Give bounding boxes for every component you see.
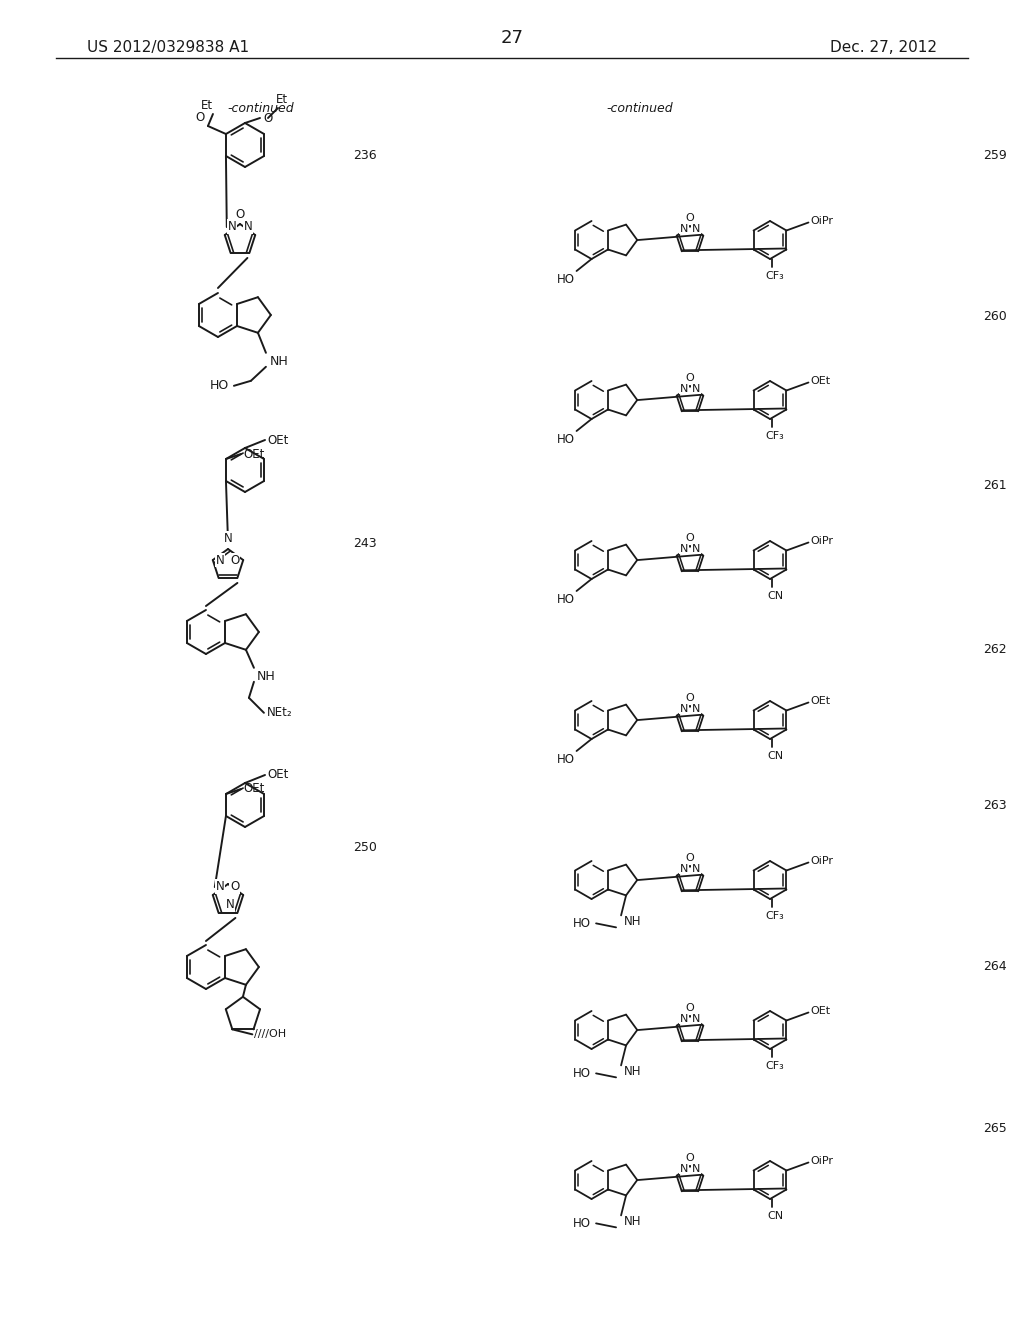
Text: O: O [686,374,694,383]
Text: NH: NH [624,915,642,928]
Text: CF₃: CF₃ [766,432,784,441]
Text: N: N [680,1014,688,1024]
Text: O: O [236,209,245,220]
Text: OEt: OEt [267,433,289,446]
Text: OEt: OEt [243,783,264,796]
Text: Et: Et [201,99,213,112]
Text: N: N [680,1164,688,1173]
Text: NH: NH [624,1216,642,1229]
Text: O: O [686,533,694,543]
Text: N: N [223,532,232,545]
Text: OiPr: OiPr [810,216,834,227]
Text: N: N [680,223,688,234]
Text: N: N [225,898,234,911]
Text: 265: 265 [983,1122,1007,1135]
Text: 27: 27 [501,29,523,48]
Text: NEt₂: NEt₂ [267,706,293,719]
Text: HO: HO [573,1217,591,1230]
Text: O: O [686,853,694,863]
Text: 263: 263 [983,799,1007,812]
Text: HO: HO [557,433,574,446]
Text: -continued: -continued [227,102,295,115]
Text: HO: HO [573,1067,591,1080]
Text: 259: 259 [983,149,1007,162]
Text: NH: NH [257,669,275,682]
Text: HO: HO [573,917,591,929]
Text: OiPr: OiPr [810,536,834,546]
Text: HO: HO [557,593,574,606]
Text: O: O [686,1152,694,1163]
Text: ////OH: ////OH [254,1030,287,1039]
Text: O: O [686,1003,694,1012]
Text: O: O [263,111,272,124]
Text: N: N [692,544,700,553]
Text: N: N [244,220,252,234]
Text: N: N [692,1164,700,1173]
Text: HO: HO [557,273,574,286]
Text: 260: 260 [983,310,1007,323]
Text: US 2012/0329838 A1: US 2012/0329838 A1 [87,40,249,55]
Text: HO: HO [210,379,229,392]
Text: O: O [686,693,694,704]
Text: O: O [686,213,694,223]
Text: OEt: OEt [243,447,264,461]
Text: CF₃: CF₃ [766,271,784,281]
Text: 250: 250 [353,841,377,854]
Text: 236: 236 [353,149,377,162]
Text: 262: 262 [983,643,1007,656]
Text: O: O [230,880,240,894]
Text: OEt: OEt [810,1006,830,1016]
Text: N: N [692,1014,700,1024]
Text: NH: NH [624,1065,642,1078]
Text: HO: HO [557,752,574,766]
Text: N: N [216,553,224,566]
Text: OEt: OEt [267,768,289,781]
Text: CN: CN [767,751,783,762]
Text: 261: 261 [983,479,1007,492]
Text: OEt: OEt [810,697,830,706]
Text: Et: Et [275,92,288,106]
Text: NH: NH [270,355,289,368]
Text: O: O [230,553,240,566]
Text: N: N [692,384,700,393]
Text: -continued: -continued [606,102,674,115]
Text: 264: 264 [983,960,1007,973]
Text: N: N [680,863,688,874]
Text: OiPr: OiPr [810,1156,834,1167]
Text: N: N [692,223,700,234]
Text: CF₃: CF₃ [766,1061,784,1071]
Text: N: N [692,704,700,714]
Text: OEt: OEt [810,376,830,387]
Text: N: N [216,880,224,894]
Text: OiPr: OiPr [810,857,834,866]
Text: 243: 243 [353,537,377,550]
Text: N: N [680,704,688,714]
Text: O: O [196,111,205,124]
Text: N: N [227,220,237,234]
Text: N: N [692,863,700,874]
Text: Dec. 27, 2012: Dec. 27, 2012 [830,40,937,55]
Text: N: N [680,384,688,393]
Text: CN: CN [767,591,783,601]
Text: CF₃: CF₃ [766,911,784,921]
Text: CN: CN [767,1210,783,1221]
Text: N: N [680,544,688,553]
